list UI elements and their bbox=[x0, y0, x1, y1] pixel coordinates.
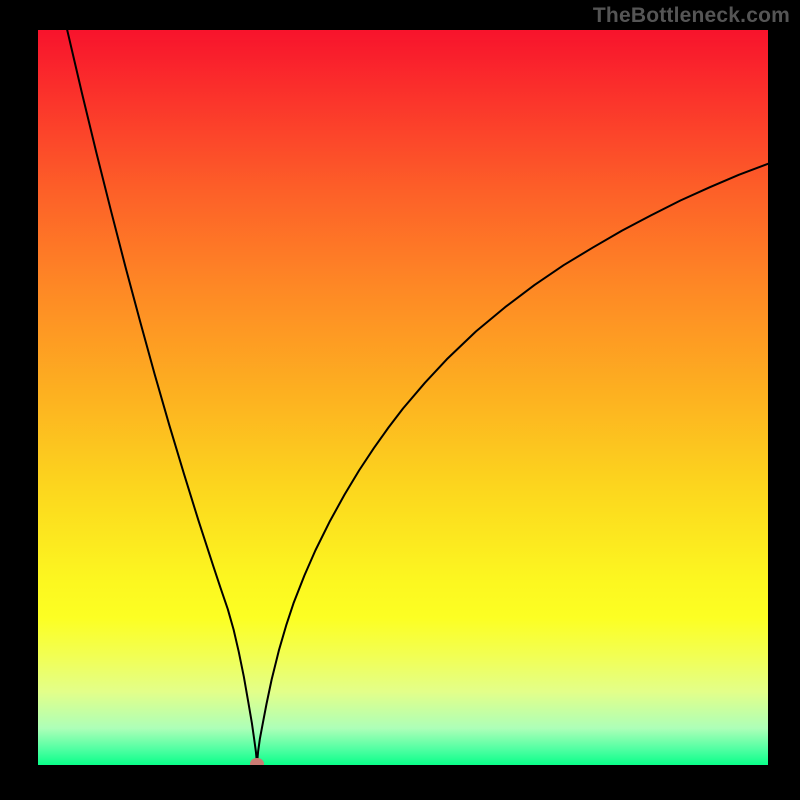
chart-container: TheBottleneck.com bbox=[0, 0, 800, 800]
chart-svg bbox=[38, 30, 768, 765]
watermark-text: TheBottleneck.com bbox=[593, 4, 790, 28]
plot-area bbox=[38, 30, 768, 765]
plot-background bbox=[38, 30, 768, 765]
